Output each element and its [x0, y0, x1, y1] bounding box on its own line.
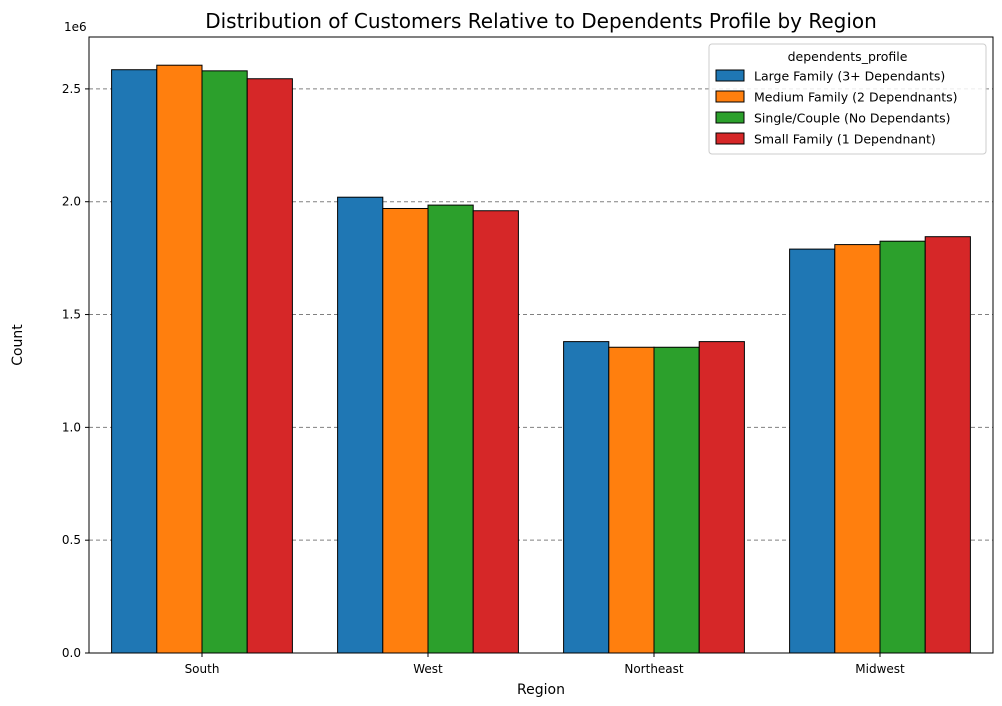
bar-west-1 [382, 207, 429, 654]
x-tick-label: Northeast [624, 662, 684, 676]
legend-label: Large Family (3+ Dependants) [754, 69, 945, 84]
bar-south-3 [246, 78, 293, 654]
y-axis-label: Count [10, 324, 26, 366]
x-tick-label: South [185, 662, 220, 676]
bar-northeast-0 [563, 341, 610, 654]
bar-midwest-3 [924, 236, 971, 654]
y-tick-label: 1.0 [62, 420, 81, 434]
bar-midwest-2 [879, 240, 926, 654]
legend-swatch [715, 132, 745, 145]
bar-west-3 [472, 210, 519, 654]
legend-title: dependents_profile [788, 49, 908, 64]
y-tick-label: 1.5 [62, 308, 81, 322]
legend-swatch [715, 111, 745, 124]
bar-west-0 [337, 196, 384, 654]
bar-south-0 [111, 69, 158, 654]
legend-swatch [715, 69, 745, 82]
bar-northeast-3 [698, 341, 745, 654]
x-axis-label: Region [517, 682, 565, 698]
legend-label: Medium Family (2 Dependnants) [754, 90, 958, 105]
legend-label: Small Family (1 Dependnant) [754, 132, 936, 147]
bar-midwest-1 [834, 244, 881, 654]
plot-frame [88, 36, 994, 654]
legend-box [708, 43, 987, 155]
x-tick-label: Midwest [855, 662, 905, 676]
legend: dependents_profile Large Family (3+ Depe… [708, 43, 987, 155]
y-axis-scale-multiplier: 1e6 [64, 20, 87, 34]
y-tick-label: 2.0 [62, 195, 81, 209]
axes-layer: 0.0 0.5 1.0 1.5 2.0 2.5 South West Northeast Midw… [62, 82, 905, 676]
legend-label: Single/Couple (No Dependants) [754, 111, 951, 126]
chart-title: Distribution of Customers Relative to De… [205, 9, 877, 33]
y-tick-label: 2.5 [62, 82, 81, 96]
bars-layer [111, 64, 971, 654]
legend-swatch [715, 90, 745, 103]
bar-south-2 [201, 70, 248, 654]
bar-midwest-0 [789, 248, 836, 654]
legend-items: Large Family (3+ Dependants) Medium Famil… [715, 69, 958, 147]
bar-northeast-1 [608, 346, 655, 654]
y-tick-label: 0.5 [62, 533, 81, 547]
bar-northeast-2 [653, 346, 700, 654]
x-tick-label: West [413, 662, 443, 676]
y-tick-label: 0.0 [62, 646, 81, 660]
bar-south-1 [156, 64, 203, 654]
bar-west-2 [427, 204, 474, 654]
